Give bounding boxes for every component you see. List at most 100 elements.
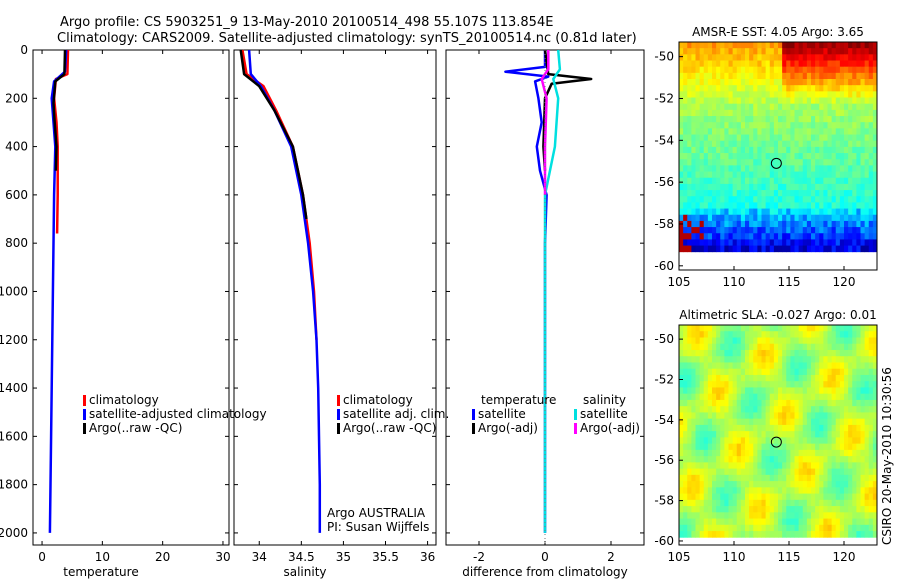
- sst-map-cell: [778, 220, 783, 228]
- sst-map-cell: [753, 103, 758, 111]
- sst-map-cell: [839, 190, 845, 197]
- sst-map-cell: [790, 122, 795, 129]
- sst-map-cell: [844, 91, 849, 98]
- sla-map-cell: [798, 443, 804, 451]
- sla-map-cell: [679, 349, 684, 357]
- sla-map-cell: [749, 412, 754, 420]
- sla-map-cell: [699, 449, 705, 457]
- sst-map-cell: [712, 140, 717, 148]
- sla-map-cell: [699, 374, 705, 382]
- sla-map-cell: [749, 331, 754, 338]
- sla-map-cell: [703, 374, 709, 382]
- sla-map-cell: [782, 518, 787, 526]
- sla-map-cell: [806, 412, 812, 420]
- sla-map-cell: [831, 481, 837, 488]
- sst-map-cell: [732, 48, 738, 55]
- sst-map-cell: [811, 66, 816, 74]
- sla-map-cell: [745, 362, 750, 370]
- sla-map-cell: [745, 443, 750, 451]
- sst-map-cell: [757, 208, 762, 216]
- sst-map-cell: [773, 220, 779, 228]
- sla-map-cell: [728, 487, 734, 494]
- sla-map-cell: [703, 412, 709, 420]
- sla-map-cell: [815, 387, 820, 395]
- sst-map-cell: [811, 85, 816, 92]
- sla-map-cell: [683, 368, 688, 376]
- sst-map-cell: [864, 60, 870, 68]
- sst-map-cell: [831, 54, 837, 61]
- sla-map-cell: [786, 325, 791, 332]
- sla-map-cell: [802, 337, 808, 345]
- sst-map-cell: [745, 196, 750, 203]
- sst-map-cell: [761, 159, 767, 166]
- sst-map-cell: [691, 171, 696, 179]
- sla-map-cell: [839, 431, 845, 438]
- sla-map-cell: [806, 531, 812, 538]
- sla-map-cell: [691, 368, 696, 376]
- sst-map-cell: [728, 54, 734, 61]
- sst-map-cell: [679, 140, 684, 148]
- sla-map-cell: [831, 325, 837, 332]
- sla-map-cell: [716, 399, 721, 407]
- sla-map-cell: [712, 431, 717, 438]
- sst-map-cell: [848, 97, 853, 105]
- sst-map-cell: [695, 190, 701, 197]
- sla-map-cell: [736, 387, 742, 395]
- sla-map-cell: [691, 356, 696, 363]
- sst-map-cell: [683, 220, 688, 228]
- sla-map-cell: [761, 406, 767, 413]
- sla-map-cell: [798, 462, 804, 470]
- sst-map-cell: [802, 91, 808, 98]
- sla-map-cell: [745, 474, 750, 482]
- sst-map-cell: [773, 109, 779, 117]
- sla-map-cell: [848, 493, 853, 501]
- sla-map-cell: [819, 506, 824, 513]
- sla-map-cell: [815, 424, 820, 432]
- sst-map-cell: [716, 97, 721, 105]
- sst-map-cell: [827, 128, 833, 135]
- sla-map-cell: [695, 412, 701, 420]
- sla-map-cell: [860, 362, 866, 370]
- sst-map-cell: [831, 134, 837, 142]
- sla-map-cell: [778, 531, 783, 538]
- sla-map-cell: [835, 506, 841, 513]
- sla-map-cell: [856, 487, 861, 494]
- sla-map-cell: [716, 412, 721, 420]
- sst-map-cell: [856, 122, 861, 129]
- sla-map-cell: [765, 443, 771, 451]
- sst-map-cell: [811, 196, 816, 203]
- sla-map-cell: [745, 374, 750, 382]
- sst-map-cell: [728, 140, 734, 148]
- sst-map-cell: [732, 128, 738, 135]
- sst-map-cell: [740, 196, 746, 203]
- sst-map-cell: [757, 140, 762, 148]
- sla-map-cell: [749, 362, 754, 370]
- sst-map-cell: [699, 72, 705, 80]
- sla-map-cell: [798, 506, 804, 513]
- sst-map-cell: [773, 245, 779, 253]
- sst-map-cell: [856, 245, 861, 253]
- sst-map-cell: [732, 153, 738, 160]
- sla-map-cell: [732, 393, 738, 401]
- sla-map-cell: [740, 381, 746, 388]
- sla-map-cell: [794, 493, 800, 501]
- sla-map-cell: [786, 349, 791, 357]
- sla-map-cell: [811, 325, 816, 332]
- sst-map-cell: [806, 72, 812, 80]
- sla-map-cell: [864, 362, 870, 370]
- sst-map-cell: [716, 177, 721, 185]
- sla-map-cell: [839, 393, 845, 401]
- sst-map-cell: [848, 245, 853, 253]
- sst-map-cell: [683, 128, 688, 135]
- sst-map-cell: [761, 97, 767, 105]
- salinity-series-satellite-adj-clim-: [247, 49, 322, 533]
- sla-map-cell: [839, 462, 845, 470]
- sst-map-cell: [728, 245, 734, 253]
- sla-map-cell: [691, 362, 696, 370]
- sst-map-cell: [872, 103, 878, 111]
- sst-map-cell: [712, 60, 717, 68]
- sst-map-cell: [724, 146, 729, 154]
- sst-map-cell: [732, 190, 738, 197]
- sla-map-cell: [872, 424, 878, 432]
- sst-map-cell: [769, 85, 775, 92]
